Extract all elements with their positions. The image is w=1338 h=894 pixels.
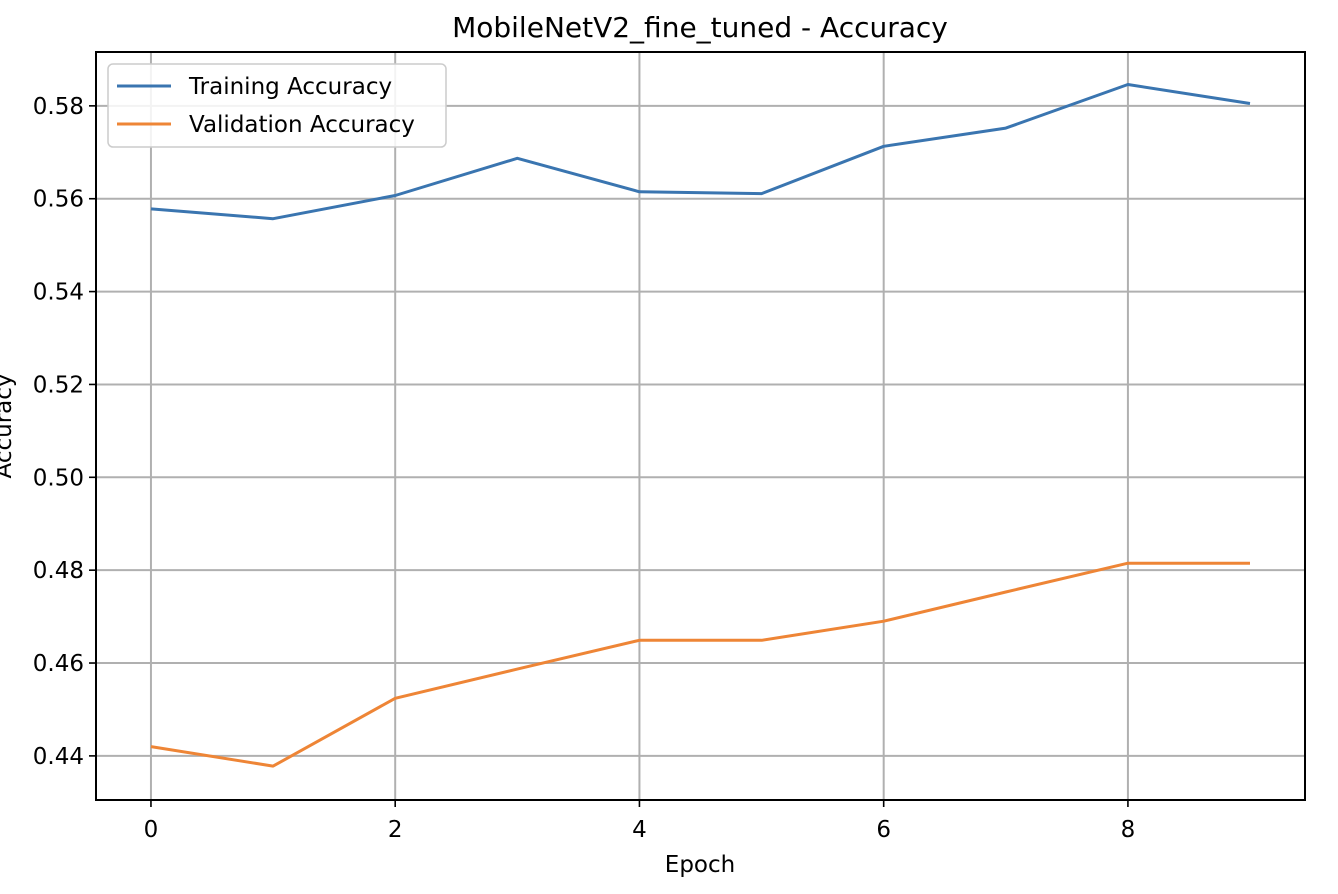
x-axis-label: Epoch <box>665 852 735 878</box>
y-tick-label: 0.50 <box>33 465 84 491</box>
series-lines <box>150 83 1251 768</box>
y-tick-label: 0.56 <box>33 187 84 213</box>
y-tick-label: 0.54 <box>33 280 84 306</box>
x-tick-label: 2 <box>388 817 403 843</box>
x-tick-label: 0 <box>144 817 159 843</box>
y-tick-label: 0.52 <box>33 372 84 398</box>
y-tick-label: 0.48 <box>33 558 84 584</box>
validation-accuracy-line <box>150 561 1250 768</box>
chart-title: MobileNetV2_fine_tuned - Accuracy <box>452 11 948 44</box>
legend-label-validation: Validation Accuracy <box>189 112 415 138</box>
x-axis-ticks: 0 2 4 6 8 <box>144 800 1136 843</box>
y-tick-label: 0.58 <box>33 94 84 120</box>
y-tick-label: 0.44 <box>33 744 84 770</box>
plot-frame <box>95 51 1306 801</box>
legend-box <box>107 63 447 148</box>
x-tick-label: 6 <box>876 817 891 843</box>
x-tick-label: 4 <box>632 817 647 843</box>
grid-lines <box>96 52 1305 800</box>
x-tick-label: 8 <box>1121 817 1136 843</box>
legend: Training Accuracy Validation Accuracy <box>107 63 447 148</box>
legend-label-training: Training Accuracy <box>188 74 392 100</box>
training-accuracy-line <box>150 83 1251 221</box>
y-axis-ticks: 0.44 0.46 0.48 0.50 0.52 0.54 0.56 0.58 <box>33 94 96 770</box>
y-axis-label: Accuracy <box>0 373 17 478</box>
y-tick-label: 0.46 <box>33 651 84 677</box>
